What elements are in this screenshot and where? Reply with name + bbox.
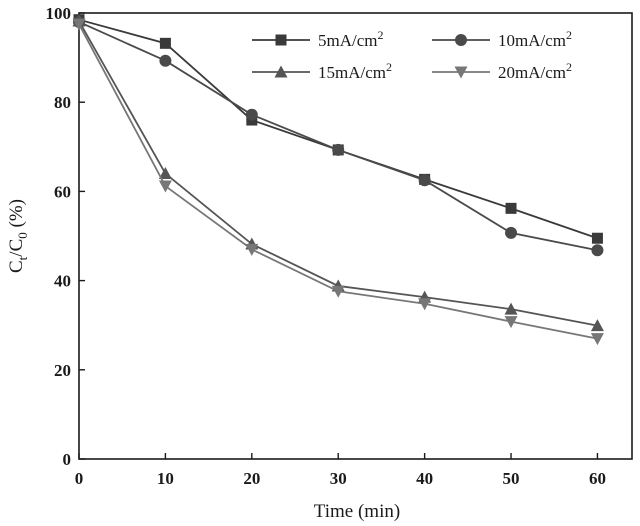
series-4 xyxy=(72,18,604,346)
data-point xyxy=(504,302,518,315)
x-tick-label: 30 xyxy=(330,469,347,488)
y-axis-title-sub1: t xyxy=(15,256,30,260)
plot-border xyxy=(78,12,633,460)
legend-marker xyxy=(274,65,288,78)
data-point xyxy=(159,54,172,67)
data-point xyxy=(158,167,172,180)
x-tick-label: 50 xyxy=(503,469,520,488)
data-point xyxy=(158,180,172,193)
data-point xyxy=(504,316,518,329)
legend-item-4: 20mA/cm2 xyxy=(432,60,572,82)
y-axis-title: Ct/C0 (%) xyxy=(6,199,30,273)
legend-marker xyxy=(454,66,468,79)
x-tick-label: 20 xyxy=(243,469,260,488)
x-axis-title: Time (min) xyxy=(314,501,400,522)
series-line xyxy=(78,18,598,240)
data-point xyxy=(159,37,171,49)
data-point xyxy=(418,298,432,311)
data-point xyxy=(72,18,86,31)
x-tick-label: 60 xyxy=(589,469,606,488)
legend-item-3: 15mA/cm2 xyxy=(252,60,392,82)
legend-item-2: 10mA/cm2 xyxy=(432,28,572,50)
legend-label: 15mA/cm2 xyxy=(318,60,392,82)
y-tick-label: 0 xyxy=(63,450,72,469)
data-point xyxy=(590,333,604,346)
y-tick-label: 40 xyxy=(54,272,71,291)
legend: 5mA/cm2 10mA/cm2 15mA/cm2 20mA/cm2 xyxy=(252,28,572,82)
legend-marker xyxy=(455,34,467,46)
data-point xyxy=(591,244,604,257)
series-layer xyxy=(72,14,604,346)
plot-frame xyxy=(78,12,633,460)
data-point xyxy=(590,319,604,332)
x-tick-label: 0 xyxy=(75,469,84,488)
y-tick-label: 80 xyxy=(54,93,71,112)
data-point xyxy=(245,243,259,256)
x-tick-label: 40 xyxy=(416,469,433,488)
data-point xyxy=(418,174,431,187)
series-2 xyxy=(73,15,604,257)
y-tick-label: 100 xyxy=(46,4,72,23)
legend-marker xyxy=(275,34,287,46)
x-tick-label: 10 xyxy=(157,469,174,488)
data-point xyxy=(505,226,518,239)
axes: 0 10 20 30 40 50 60 0 20 40 60 80 100 xyxy=(46,4,606,488)
y-axis-title-sub2: 0 xyxy=(15,232,30,239)
data-point xyxy=(245,108,258,121)
legend-label: 10mA/cm2 xyxy=(498,28,572,50)
y-axis-title-base: C xyxy=(6,260,27,273)
legend-label: 5mA/cm2 xyxy=(318,28,384,50)
data-point xyxy=(505,202,517,214)
y-tick-label: 20 xyxy=(54,361,71,380)
legend-item-1: 5mA/cm2 xyxy=(252,28,384,50)
y-axis-title-mid: /C xyxy=(6,239,27,257)
y-tick-label: 60 xyxy=(54,182,71,201)
data-point xyxy=(331,285,345,298)
y-axis-title-tail: (%) xyxy=(6,199,27,232)
data-point xyxy=(332,143,345,156)
data-point xyxy=(591,232,603,244)
series-line xyxy=(78,21,598,252)
legend-label: 20mA/cm2 xyxy=(498,60,572,82)
